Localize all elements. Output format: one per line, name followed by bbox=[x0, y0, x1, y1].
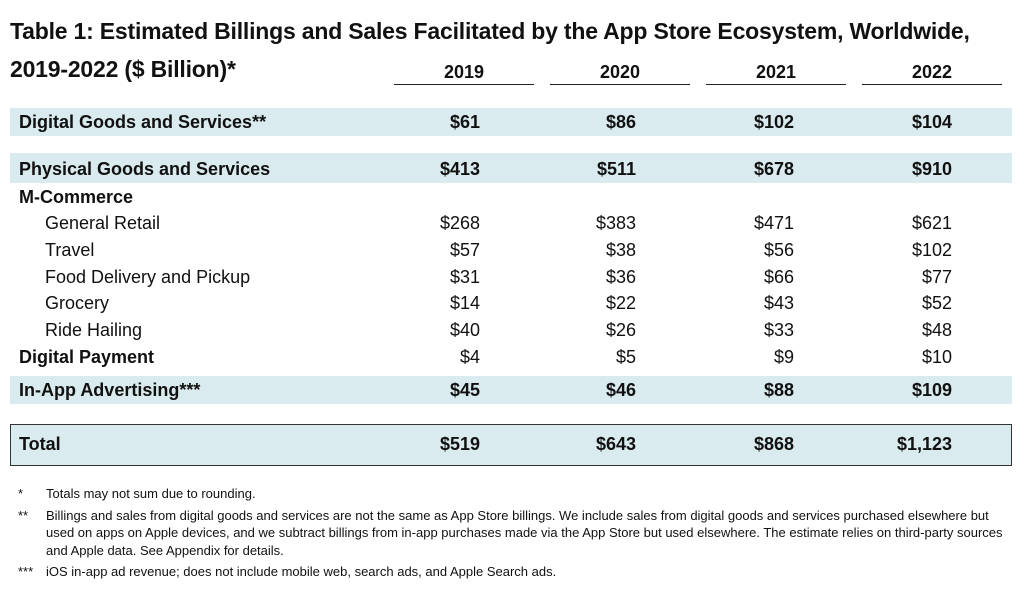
cell-2020: $511 bbox=[596, 159, 636, 179]
cell-2022: $48 bbox=[921, 320, 952, 340]
row-label: Travel bbox=[45, 240, 95, 260]
cell-2020: $26 bbox=[605, 320, 636, 340]
footnote-1: * Totals may not sum due to rounding. bbox=[10, 485, 1014, 503]
row-label: General Retail bbox=[45, 213, 161, 233]
cell-2019: $61 bbox=[449, 112, 480, 132]
table-row-grocery: Grocery $14 $22 $43 $52 bbox=[10, 290, 1012, 316]
table-row-physical-goods-and-services: Physical Goods and Services $413 $511 $6… bbox=[10, 156, 1012, 182]
footnote-text: Totals may not sum due to rounding. bbox=[46, 486, 256, 501]
table-title-line-2: 2019-2022 ($ Billion)* bbox=[10, 56, 236, 82]
cell-2020: $643 bbox=[595, 434, 636, 454]
column-header-2019: 2019 bbox=[394, 60, 534, 85]
cell-2019: $31 bbox=[449, 267, 480, 287]
cell-2022: $10 bbox=[921, 347, 952, 367]
table-row-total: Total $519 $643 $868 $1,123 bbox=[10, 431, 1012, 457]
row-band-in-app-advertising bbox=[10, 376, 1012, 404]
row-label: M-Commerce bbox=[19, 187, 134, 207]
table-row-digital-payment: Digital Payment $4 $5 $9 $10 bbox=[10, 344, 1012, 370]
footnote-mark: *** bbox=[18, 564, 34, 579]
cell-2021: $9 bbox=[773, 347, 794, 367]
cell-2022: $52 bbox=[921, 293, 952, 313]
cell-2021: $66 bbox=[763, 267, 794, 287]
cell-2021: $868 bbox=[753, 434, 794, 454]
cell-2022: $102 bbox=[911, 240, 952, 260]
cell-2020: $46 bbox=[605, 380, 636, 400]
footnote-2: ** Billings and sales from digital goods… bbox=[10, 507, 1014, 560]
table-title: Table 1: Estimated Billings and Sales Fa… bbox=[10, 12, 970, 88]
column-header-2022: 2022 bbox=[862, 60, 1002, 85]
column-header-2021: 2021 bbox=[706, 60, 846, 85]
cell-2022: $1,123 bbox=[896, 434, 952, 454]
table-row-m-commerce: M-Commerce bbox=[10, 184, 1012, 210]
table-row-ride-hailing: Ride Hailing $40 $26 $33 $48 bbox=[10, 317, 1012, 343]
row-label: In-App Advertising*** bbox=[19, 380, 201, 400]
footnotes: * Totals may not sum due to rounding. **… bbox=[10, 485, 1014, 581]
row-label: Physical Goods and Services bbox=[19, 159, 271, 179]
row-label: Food Delivery and Pickup bbox=[45, 267, 251, 287]
cell-2019: $14 bbox=[449, 293, 480, 313]
cell-2019: $4 bbox=[459, 347, 480, 367]
cell-2019: $268 bbox=[439, 213, 480, 233]
cell-2021: $33 bbox=[763, 320, 794, 340]
cell-2021: $471 bbox=[753, 213, 794, 233]
cell-2022: $621 bbox=[911, 213, 952, 233]
row-label: Digital Goods and Services** bbox=[19, 112, 267, 132]
footnote-text: Billings and sales from digital goods an… bbox=[46, 507, 1003, 558]
cell-2019: $413 bbox=[439, 159, 480, 179]
cell-2021: $102 bbox=[753, 112, 794, 132]
row-label: Ride Hailing bbox=[45, 320, 143, 340]
row-label: Total bbox=[19, 434, 61, 454]
row-band-physical-goods bbox=[10, 153, 1012, 183]
cell-2021: $43 bbox=[763, 293, 794, 313]
cell-2022: $109 bbox=[911, 380, 952, 400]
cell-2021: $56 bbox=[763, 240, 794, 260]
cell-2020: $36 bbox=[605, 267, 636, 287]
table-row-food-delivery-and-pickup: Food Delivery and Pickup $31 $36 $66 $77 bbox=[10, 264, 1012, 290]
cell-2020: $22 bbox=[605, 293, 636, 313]
cell-2022: $77 bbox=[921, 267, 952, 287]
cell-2020: $86 bbox=[605, 112, 636, 132]
footnote-text: iOS in-app ad revenue; does not include … bbox=[46, 564, 557, 579]
table-row-travel: Travel $57 $38 $56 $102 bbox=[10, 237, 1012, 263]
cell-2021: $678 bbox=[753, 159, 794, 179]
footnote-mark: * bbox=[18, 486, 24, 501]
cell-2020: $5 bbox=[615, 347, 636, 367]
cell-2021: $88 bbox=[763, 380, 794, 400]
table-title-line-1: Table 1: Estimated Billings and Sales Fa… bbox=[10, 18, 970, 44]
table-row-general-retail: General Retail $268 $383 $471 $621 bbox=[10, 210, 1012, 236]
row-band-total bbox=[10, 424, 1012, 466]
cell-2022: $910 bbox=[911, 159, 952, 179]
row-band-digital-goods bbox=[10, 108, 1012, 136]
cell-2019: $57 bbox=[449, 240, 480, 260]
cell-2019: $45 bbox=[449, 380, 480, 400]
footnote-mark: ** bbox=[18, 507, 29, 523]
column-header-2020: 2020 bbox=[550, 60, 690, 85]
footnote-3: *** iOS in-app ad revenue; does not incl… bbox=[10, 563, 1014, 581]
cell-2022: $104 bbox=[911, 112, 952, 132]
cell-2019: $40 bbox=[449, 320, 480, 340]
row-label: Digital Payment bbox=[19, 347, 155, 367]
table-row-in-app-advertising: In-App Advertising*** $45 $46 $88 $109 bbox=[10, 377, 1012, 403]
row-label: Grocery bbox=[45, 293, 110, 313]
cell-2020: $383 bbox=[595, 213, 636, 233]
table-row-digital-goods-and-services: Digital Goods and Services** $61 $86 $10… bbox=[10, 109, 1012, 135]
cell-2020: $38 bbox=[605, 240, 636, 260]
cell-2019: $519 bbox=[439, 434, 480, 454]
